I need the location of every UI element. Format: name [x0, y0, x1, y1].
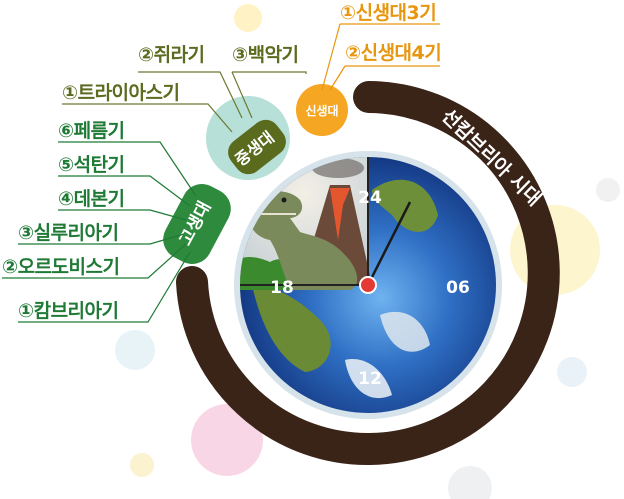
- period-triassic: ①트라이아스기: [62, 82, 180, 104]
- paleozoic-leader-lines: [2, 141, 197, 323]
- paleozoic-badge: [163, 183, 231, 265]
- period-jurassic: ②쥐라기: [138, 44, 205, 66]
- clock-center: [359, 276, 377, 294]
- period-permian: ⑥페름기: [58, 120, 125, 142]
- period-cambrian: ①캄브리아기: [18, 300, 119, 322]
- clock-label-12: 12: [358, 369, 382, 389]
- period-quaternary: ②신생대4기: [345, 42, 442, 64]
- period-carboniferous: ⑤석탄기: [58, 154, 125, 176]
- mesozoic-badge: [228, 119, 286, 175]
- cenozoic-leader-lines: [321, 23, 440, 91]
- clock-label-18: 18: [270, 278, 294, 298]
- period-tertiary: ①신생대3기: [340, 2, 437, 24]
- period-silurian: ③실루리아기: [18, 222, 119, 244]
- clock-label-06: 06: [446, 278, 470, 298]
- clock-face: 24 06 12 18: [234, 151, 502, 419]
- clock-hand-hour: [366, 201, 412, 286]
- period-cretaceous: ③백악기: [232, 44, 299, 66]
- clock-label-24: 24: [358, 188, 382, 208]
- period-ordovician: ②오르도비스기: [2, 256, 120, 278]
- precambrian-arc: [176, 81, 560, 465]
- cenozoic-label: 신생대: [305, 103, 338, 118]
- mesozoic-leader-lines: [62, 71, 307, 133]
- period-devonian: ④데본기: [58, 188, 125, 210]
- cenozoic-bubble: [296, 84, 348, 136]
